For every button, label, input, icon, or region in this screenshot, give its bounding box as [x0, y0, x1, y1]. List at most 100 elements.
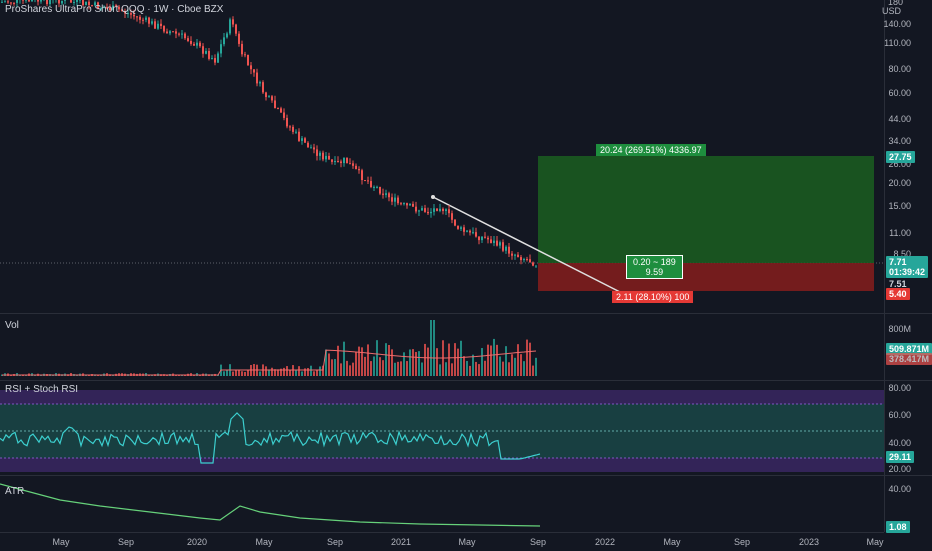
price-tick: 44.00	[888, 114, 911, 124]
candle-body	[475, 232, 477, 237]
candle-body	[4, 1, 6, 3]
candle-body	[343, 157, 345, 164]
pane-separator[interactable]	[0, 380, 932, 381]
candle-body	[487, 237, 489, 240]
price-tick: 110.00	[884, 38, 911, 48]
volume-bar	[535, 357, 537, 376]
candle-body	[235, 24, 237, 34]
volume-bar	[388, 344, 390, 376]
candle-body	[514, 254, 516, 256]
candle-body	[286, 117, 288, 127]
candle-body	[415, 206, 417, 212]
candle-body	[85, 1, 87, 6]
price-tick: 180	[887, 0, 903, 7]
price-tick: 11.00	[889, 228, 911, 238]
candle-body	[136, 16, 138, 18]
time-tick: May	[458, 537, 476, 547]
candle-body	[88, 1, 90, 6]
candle-body	[49, 0, 51, 5]
candle-body	[289, 126, 291, 128]
candle-body	[16, 0, 18, 3]
volume-bar	[325, 349, 327, 376]
candle-body	[64, 0, 66, 1]
candle-body	[478, 236, 480, 241]
rsi-pane[interactable]: RSI + Stoch RSI	[0, 381, 884, 475]
trend-line[interactable]	[432, 196, 621, 293]
volume-bar	[469, 365, 471, 376]
volume-bar	[238, 370, 240, 376]
candle-body	[532, 262, 534, 266]
time-axis[interactable]: May Sep 2020 May Sep 2021 May Sep 2022 M…	[0, 532, 884, 551]
volume-bar	[346, 360, 348, 376]
price-axis[interactable]: 180 USD 140.00 110.00 80.00 60.00 44.00 …	[882, 0, 932, 313]
candle-body	[214, 58, 216, 63]
candle-body	[499, 242, 501, 246]
volume-bar	[445, 362, 447, 376]
candle-body	[28, 0, 30, 2]
price-tick: 140.00	[883, 19, 911, 29]
volume-bar	[310, 365, 312, 376]
candle-body	[457, 225, 459, 229]
rsi-tick: 40.00	[888, 438, 911, 448]
position-ratio-label: 9.59	[645, 267, 664, 277]
volume-bar	[379, 357, 381, 376]
rsi-axis[interactable]: 80.00 60.00 40.00 20.00	[884, 381, 932, 475]
volume-bar	[304, 368, 306, 376]
price-tick: 60.00	[888, 88, 911, 98]
candle-body	[334, 161, 336, 163]
volume-bar	[361, 347, 363, 376]
time-tick: 2021	[390, 537, 412, 547]
candle-body	[184, 33, 186, 39]
volume-bar	[526, 339, 528, 376]
atr-pane[interactable]: ATR	[0, 476, 884, 532]
volume-axis[interactable]: 800M	[884, 314, 932, 380]
stop-zone[interactable]	[538, 263, 874, 291]
price-pane[interactable]: ProShares UltraPro Short QQQ · 1W · Cboe…	[0, 0, 884, 313]
volume-bar	[433, 320, 435, 376]
candle-body	[112, 5, 114, 11]
atr-axis[interactable]: 40.00	[884, 476, 932, 532]
candle-body	[232, 19, 234, 25]
candle-body	[82, 0, 84, 6]
candle-body	[310, 147, 312, 149]
volume-bar	[451, 363, 453, 376]
atr-line	[0, 483, 541, 527]
rsi-chart-svg	[0, 390, 884, 472]
stoch-oversold-band	[0, 458, 884, 472]
time-tick: Sep	[529, 537, 547, 547]
candle-body	[394, 197, 396, 202]
candle-body	[97, 2, 99, 9]
target-zone[interactable]	[538, 156, 874, 263]
atr-tick: 40.00	[888, 484, 911, 494]
candle-body	[61, 0, 63, 4]
volume-pane[interactable]: Vol	[0, 314, 884, 380]
volume-bar	[307, 368, 309, 376]
pane-separator[interactable]	[0, 313, 932, 314]
volume-bar	[319, 366, 321, 376]
candle-body	[529, 259, 531, 263]
candle-body	[307, 142, 309, 148]
candle-body	[373, 186, 375, 188]
candle-body	[163, 26, 165, 32]
candle-body	[265, 92, 267, 98]
volume-bar	[301, 371, 303, 376]
position-center-label[interactable]: 0.20 ~ 189 9.59	[626, 255, 683, 279]
candle-body	[304, 138, 306, 143]
candlestick-series	[1, 0, 537, 269]
trend-line-handle[interactable]	[431, 195, 435, 199]
price-tick: 15.00	[888, 201, 911, 211]
time-tick: 2022	[594, 537, 616, 547]
volume-bar	[268, 369, 270, 376]
candle-body	[313, 147, 315, 150]
volume-bar	[421, 362, 423, 376]
candle-body	[484, 236, 486, 238]
candle-body	[517, 254, 519, 258]
volume-bar	[517, 344, 519, 376]
symbol-title: ProShares UltraPro Short QQQ · 1W · Cboe…	[5, 4, 224, 15]
candle-body	[262, 82, 264, 93]
candle-body	[337, 161, 339, 163]
candle-body	[397, 197, 399, 204]
candle-body	[502, 242, 504, 251]
volume-bar	[391, 349, 393, 376]
pane-separator[interactable]	[0, 475, 932, 476]
